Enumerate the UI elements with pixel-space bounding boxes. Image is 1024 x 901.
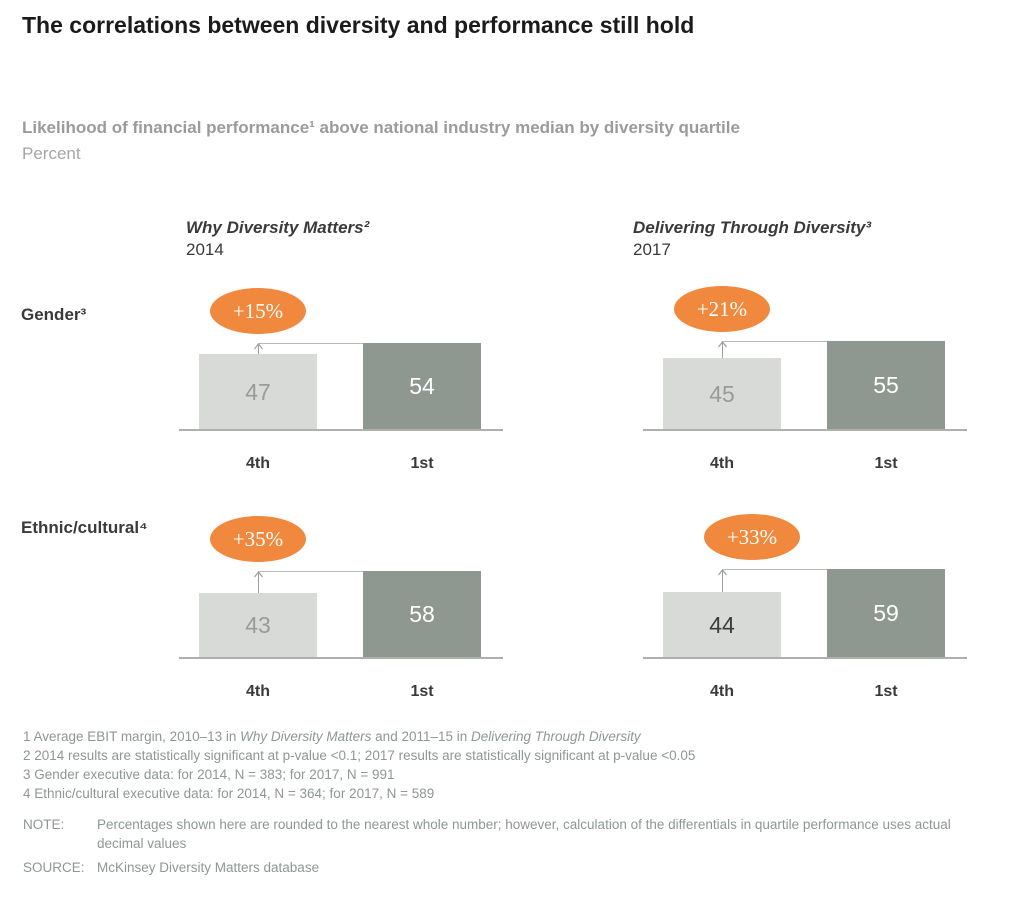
- footnote-text: 4 Ethnic/cultural executive data: for 20…: [23, 786, 435, 801]
- chart-panel-ethniccultural-2014: 43 58 +35% 4th 1st: [179, 493, 503, 713]
- bar-value-4th: 45: [709, 380, 735, 407]
- source-label: SOURCE:: [23, 860, 85, 875]
- column-header-2017-study: Delivering Through Diversity³: [633, 218, 872, 237]
- footnote-4: 4 Ethnic/cultural executive data: for 20…: [23, 784, 695, 803]
- axis-baseline: [179, 657, 503, 659]
- bar-value-1st: 55: [873, 372, 899, 398]
- delta-badge: +33%: [704, 514, 800, 560]
- bar-value-1st: 59: [873, 600, 899, 626]
- footnote-book-title: Delivering Through Diversity: [471, 729, 641, 744]
- bar-value-1st: 58: [409, 601, 435, 627]
- bar-value-4th: 44: [709, 611, 735, 638]
- chart-subtitle: Likelihood of financial performance¹ abo…: [22, 118, 740, 137]
- column-header-2014-year: 2014: [186, 240, 224, 259]
- bar-1st-quartile: 58: [363, 571, 481, 658]
- quartile-label-1st: 1st: [874, 683, 898, 700]
- footnotes: 1 Average EBIT margin, 2010–13 in Why Di…: [23, 727, 695, 803]
- delta-connector-arrow: [718, 341, 828, 358]
- delta-connector-arrow: [254, 343, 364, 354]
- delta-badge: +35%: [210, 516, 306, 562]
- axis-baseline: [179, 429, 503, 431]
- chart-panel-ethniccultural-2017: 44 59 +33% 4th 1st: [643, 493, 967, 713]
- bar-4th-quartile: 47: [199, 354, 317, 430]
- bar-4th-quartile: 45: [663, 358, 781, 430]
- bar-value-4th: 43: [245, 612, 271, 638]
- quartile-label-1st: 1st: [410, 683, 434, 700]
- note-label: NOTE:: [23, 817, 65, 832]
- quartile-label-1st: 1st: [410, 455, 434, 472]
- bar-4th-quartile: 44: [663, 592, 781, 658]
- quartile-label-1st: 1st: [874, 455, 898, 472]
- page-title: The correlations between diversity and p…: [22, 12, 695, 38]
- footnote-2: 2 2014 results are statistically signifi…: [23, 746, 695, 765]
- footnote-text: 3 Gender executive data: for 2014, N = 3…: [23, 767, 395, 782]
- note-row: NOTE: Percentages shown here are rounded…: [23, 815, 992, 853]
- bar-value-4th: 47: [245, 378, 271, 405]
- source-row: SOURCE: McKinsey Diversity Matters datab…: [23, 858, 992, 877]
- axis-baseline: [643, 429, 967, 431]
- footnote-text: and 2011–15 in: [371, 729, 472, 744]
- chart-unit-label: Percent: [22, 144, 81, 163]
- footnote-book-title: Why Diversity Matters: [240, 729, 372, 744]
- delta-connector-arrow: [718, 569, 828, 592]
- delta-badge: +21%: [674, 286, 770, 332]
- chart-panel-gender-2017: 45 55 +21% 4th 1st: [643, 265, 967, 485]
- bar-4th-quartile: 43: [199, 593, 317, 658]
- quartile-label-4th: 4th: [710, 455, 734, 472]
- quartile-label-4th: 4th: [246, 683, 270, 700]
- row-label-gender: Gender³: [21, 305, 87, 324]
- source-text: McKinsey Diversity Matters database: [97, 860, 320, 875]
- bar-value-1st: 54: [409, 373, 435, 399]
- delta-connector-arrow: [254, 571, 364, 593]
- note-text: Percentages shown here are rounded to th…: [97, 817, 951, 851]
- chart-panel-gender-2014: 47 54 +15% 4th 1st: [179, 265, 503, 485]
- bar-1st-quartile: 55: [827, 341, 945, 430]
- delta-badge: +15%: [210, 288, 306, 334]
- footnote-1: 1 Average EBIT margin, 2010–13 in Why Di…: [23, 727, 695, 746]
- bar-1st-quartile: 54: [363, 343, 481, 430]
- footnote-text: 2 2014 results are statistically signifi…: [23, 748, 696, 763]
- quartile-label-4th: 4th: [246, 455, 270, 472]
- quartile-label-4th: 4th: [710, 683, 734, 700]
- bar-1st-quartile: 59: [827, 569, 945, 658]
- axis-baseline: [643, 657, 967, 659]
- row-label-ethnic-cultural: Ethnic/cultural⁴: [21, 518, 148, 537]
- column-header-2017-year: 2017: [633, 240, 671, 259]
- footnote-3: 3 Gender executive data: for 2014, N = 3…: [23, 765, 695, 784]
- column-header-2014-study: Why Diversity Matters²: [186, 218, 370, 237]
- footnote-text: 1 Average EBIT margin, 2010–13 in: [23, 729, 241, 744]
